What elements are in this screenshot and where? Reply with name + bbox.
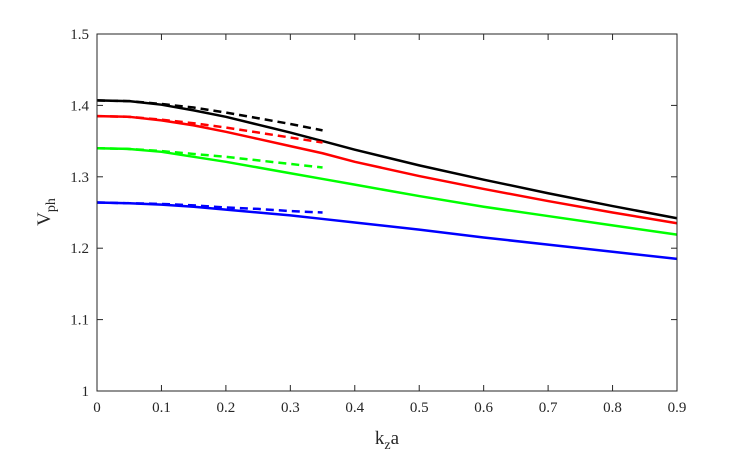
x-tick-label: 0.3 — [281, 400, 300, 416]
x-axis-label-main: k — [375, 428, 385, 449]
y-axis-label-sub: ph — [44, 198, 59, 212]
plot-area — [97, 34, 677, 391]
series-line-6-dashed — [96, 146, 323, 169]
series-line-8-dashed — [96, 201, 323, 214]
series-layer — [96, 99, 678, 261]
ticks-layer: 0 0.1 0.2 0.3 0.4 0.5 0.6 0.7 0.8 0.9 1 1.1 1.2 1.3 1.… — [70, 27, 686, 416]
x-tick-label: 0 — [93, 400, 101, 416]
x-tick-label: 0.1 — [152, 400, 171, 416]
y-axis-label: Vph — [34, 198, 59, 226]
x-tick-label: 0.8 — [603, 400, 622, 416]
x-axis-label: kza — [375, 428, 400, 453]
y-tick-label: 1.2 — [70, 241, 89, 257]
x-tick-label: 0.5 — [410, 400, 429, 416]
x-tick-label: 0.6 — [474, 400, 493, 416]
x-tick-label: 0.2 — [217, 400, 236, 416]
axes-box — [96, 33, 678, 392]
series-line-2-dashed — [96, 99, 323, 132]
x-tick-label: 0.4 — [345, 400, 364, 416]
y-tick-label: 1.4 — [70, 98, 89, 114]
x-axis-label-tail: a — [391, 428, 400, 449]
y-tick-label: 1 — [82, 384, 90, 400]
x-axis-label-sub: z — [384, 438, 390, 453]
x-tick-label: 0.7 — [539, 400, 558, 416]
y-tick-label: 1.5 — [70, 27, 89, 43]
y-tick-label: 1.1 — [70, 313, 89, 329]
y-tick-label: 1.3 — [70, 170, 89, 186]
series-line-4-dashed — [96, 114, 323, 144]
y-axis-label-main: V — [34, 212, 55, 226]
x-tick-label: 0.9 — [668, 400, 687, 416]
